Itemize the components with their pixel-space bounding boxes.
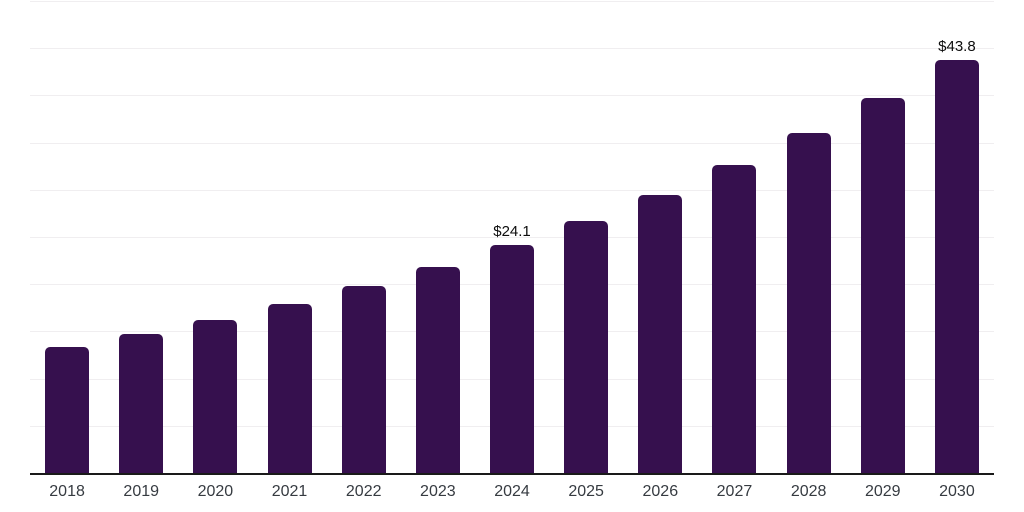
x-tick-label-2026: 2026 xyxy=(642,483,679,500)
bar-2026 xyxy=(638,195,683,473)
bar-2020 xyxy=(193,320,238,473)
bar-2019 xyxy=(119,334,164,473)
x-axis-line xyxy=(30,473,994,475)
data-label-2024: $24.1 xyxy=(493,223,531,240)
bar-2029 xyxy=(860,98,905,473)
x-tick-label-2028: 2028 xyxy=(790,483,827,500)
bar-2021 xyxy=(267,304,312,473)
x-tick-label-2025: 2025 xyxy=(568,483,604,500)
x-axis-tick-labels: 2018 2019 2020 2021 2022 2023 2024 2025 2026 2027… xyxy=(30,484,994,504)
bar-2025 xyxy=(564,221,609,473)
x-tick-label-2030: 2030 xyxy=(939,483,975,500)
gridline-45 xyxy=(30,48,994,50)
gridline-50 xyxy=(30,1,994,2)
bar-2030 xyxy=(934,60,979,473)
x-tick-label-2018: 2018 xyxy=(49,483,85,500)
bar-2027 xyxy=(712,165,757,473)
x-tick-label-2022: 2022 xyxy=(345,483,382,500)
data-label-2030: $43.8 xyxy=(938,38,976,55)
gridline-35 xyxy=(30,142,994,144)
x-tick-label-2021: 2021 xyxy=(271,483,308,500)
x-tick-label-2020: 2020 xyxy=(197,483,234,500)
x-tick-label-2029: 2029 xyxy=(864,483,901,500)
x-tick-label-2027: 2027 xyxy=(716,483,753,500)
gridline-25 xyxy=(30,237,994,238)
bar-2018 xyxy=(45,347,90,473)
gridline-30 xyxy=(30,189,994,191)
bar-2022 xyxy=(341,286,386,473)
gridline-40 xyxy=(30,95,994,97)
bar-2023 xyxy=(415,267,460,473)
x-tick-label-2019: 2019 xyxy=(123,483,160,500)
bar-2024 xyxy=(490,245,534,473)
x-tick-label-2023: 2023 xyxy=(420,483,456,500)
bar-2028 xyxy=(786,133,831,473)
x-tick-label-2024: 2024 xyxy=(494,483,530,500)
plot-area: $24.1 $43.8 xyxy=(30,1,994,475)
